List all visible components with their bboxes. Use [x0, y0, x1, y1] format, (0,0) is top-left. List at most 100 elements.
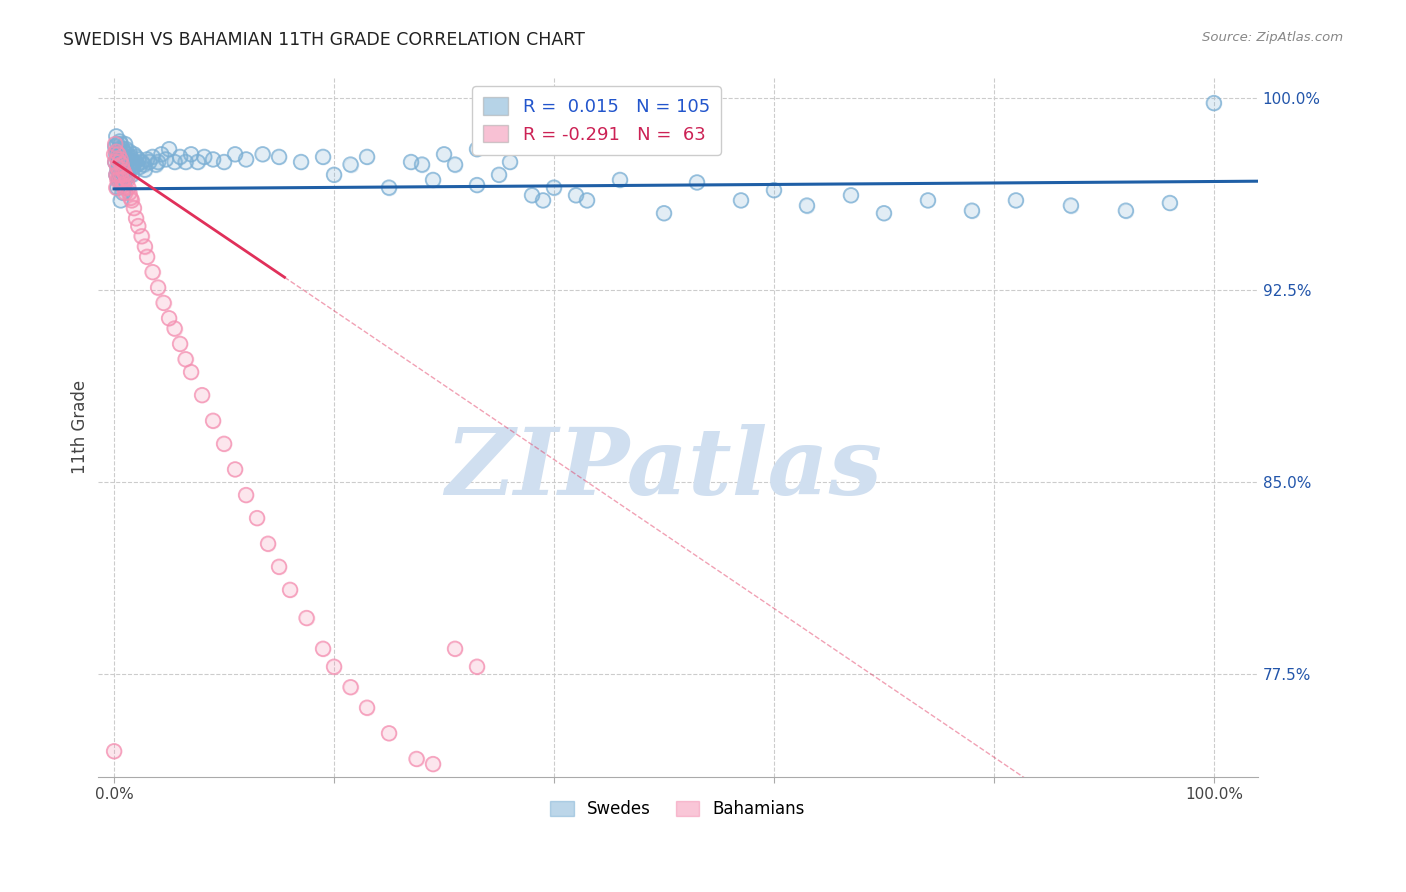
Point — [378, 726, 401, 740]
Point — [104, 155, 127, 169]
Point — [111, 162, 134, 177]
Point — [157, 311, 180, 326]
Point — [105, 168, 128, 182]
Point — [105, 173, 128, 187]
Point — [121, 168, 143, 182]
Point — [652, 206, 675, 220]
Point — [120, 191, 142, 205]
Point — [117, 162, 139, 177]
Point — [131, 155, 153, 169]
Point — [120, 150, 142, 164]
Point — [257, 537, 280, 551]
Point — [252, 147, 274, 161]
Point — [111, 157, 134, 171]
Point — [422, 173, 444, 187]
Point — [117, 180, 139, 194]
Point — [114, 186, 136, 200]
Point — [103, 147, 125, 161]
Point — [107, 155, 129, 169]
Point — [169, 150, 191, 164]
Point — [609, 173, 631, 187]
Point — [105, 147, 128, 161]
Point — [356, 700, 378, 714]
Point — [163, 321, 186, 335]
Point — [104, 139, 127, 153]
Point — [104, 155, 127, 169]
Point — [114, 173, 136, 187]
Point — [120, 150, 142, 164]
Point — [356, 150, 378, 164]
Point — [107, 168, 129, 182]
Point — [110, 168, 132, 182]
Point — [127, 219, 149, 233]
Point — [107, 168, 129, 182]
Point — [105, 153, 128, 167]
Point — [110, 136, 132, 151]
Point — [411, 157, 433, 171]
Point — [193, 150, 215, 164]
Point — [575, 194, 598, 208]
Point — [499, 155, 522, 169]
Point — [246, 511, 269, 525]
Point — [465, 659, 488, 673]
Point — [212, 155, 235, 169]
Point — [917, 194, 939, 208]
Point — [136, 250, 159, 264]
Point — [157, 142, 180, 156]
Point — [125, 150, 148, 164]
Point — [323, 659, 346, 673]
Point — [142, 265, 165, 279]
Point — [686, 176, 709, 190]
Point — [114, 155, 136, 169]
Point — [356, 700, 378, 714]
Point — [180, 365, 202, 379]
Point — [142, 150, 165, 164]
Point — [131, 229, 153, 244]
Point — [411, 157, 433, 171]
Point — [105, 136, 128, 151]
Point — [110, 153, 132, 167]
Point — [107, 173, 129, 187]
Point — [174, 352, 197, 367]
Point — [105, 180, 128, 194]
Point — [652, 206, 675, 220]
Point — [108, 153, 131, 167]
Point — [112, 165, 135, 179]
Point — [107, 173, 129, 187]
Point — [142, 150, 165, 164]
Point — [193, 150, 215, 164]
Point — [444, 641, 467, 656]
Point — [117, 162, 139, 177]
Point — [105, 147, 128, 161]
Point — [134, 162, 156, 177]
Point — [117, 153, 139, 167]
Point — [124, 155, 146, 169]
Point — [399, 155, 422, 169]
Point — [378, 726, 401, 740]
Point — [117, 168, 139, 182]
Point — [122, 147, 145, 161]
Point — [111, 142, 134, 156]
Point — [267, 559, 290, 574]
Point — [212, 155, 235, 169]
Point — [125, 211, 148, 226]
Point — [1005, 194, 1028, 208]
Point — [131, 229, 153, 244]
Point — [163, 155, 186, 169]
Point — [531, 194, 554, 208]
Point — [212, 437, 235, 451]
Point — [136, 250, 159, 264]
Point — [1159, 196, 1181, 211]
Point — [1202, 96, 1225, 111]
Point — [108, 168, 131, 182]
Point — [127, 157, 149, 171]
Point — [873, 206, 896, 220]
Point — [146, 280, 169, 294]
Point — [520, 188, 543, 202]
Point — [202, 414, 225, 428]
Point — [224, 147, 246, 161]
Point — [174, 352, 197, 367]
Point — [111, 162, 134, 177]
Point — [103, 147, 125, 161]
Point — [112, 165, 135, 179]
